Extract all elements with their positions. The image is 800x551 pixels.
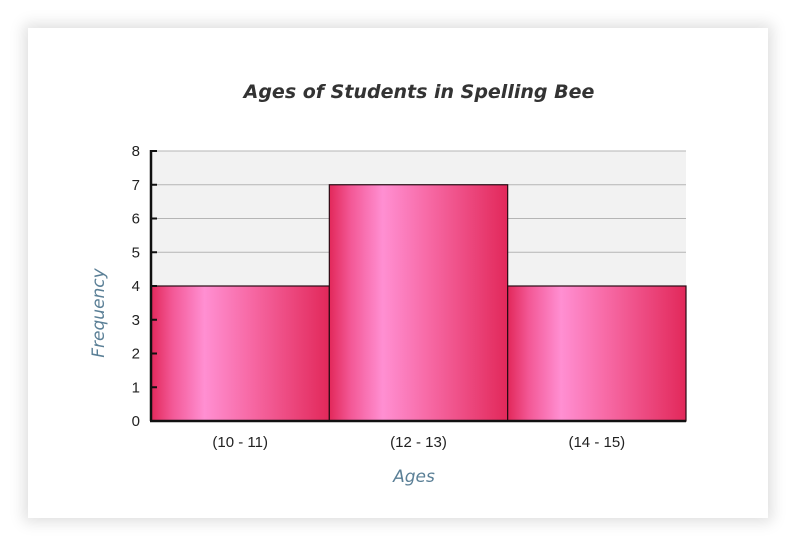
y-ticks: 0 1 2 3 4 5 6 7 8 (132, 143, 157, 430)
bars-group (150, 184, 687, 422)
y-tick-label: 0 (132, 413, 140, 430)
bar (507, 285, 687, 422)
x-ticks: (10 - 11) (12 - 13) (14 - 15) (212, 434, 625, 451)
x-tick-label: (10 - 11) (212, 434, 268, 451)
chart-card: Ages of Students in Spelling Bee 0 1 2 3 4 5 6… (28, 28, 768, 518)
y-tick-label: 7 (132, 177, 140, 194)
y-tick-label: 3 (132, 312, 140, 329)
y-axis-label: Frequency (89, 267, 109, 357)
y-tick-label: 5 (132, 244, 140, 261)
x-axis-label: Ages (392, 467, 435, 487)
y-tick-label: 8 (132, 143, 140, 160)
y-tick-label: 2 (132, 346, 140, 363)
x-tick-label: (12 - 13) (390, 434, 447, 451)
y-tick-label: 4 (132, 278, 140, 295)
chart-title: Ages of Students in Spelling Bee (242, 81, 595, 103)
bar (328, 184, 509, 422)
x-tick-label: (14 - 15) (568, 434, 625, 451)
y-tick-label: 1 (132, 379, 140, 396)
histogram-chart: Ages of Students in Spelling Bee 0 1 2 3 4 5 6… (89, 81, 687, 487)
bar (150, 285, 330, 422)
y-tick-label: 6 (132, 211, 140, 228)
